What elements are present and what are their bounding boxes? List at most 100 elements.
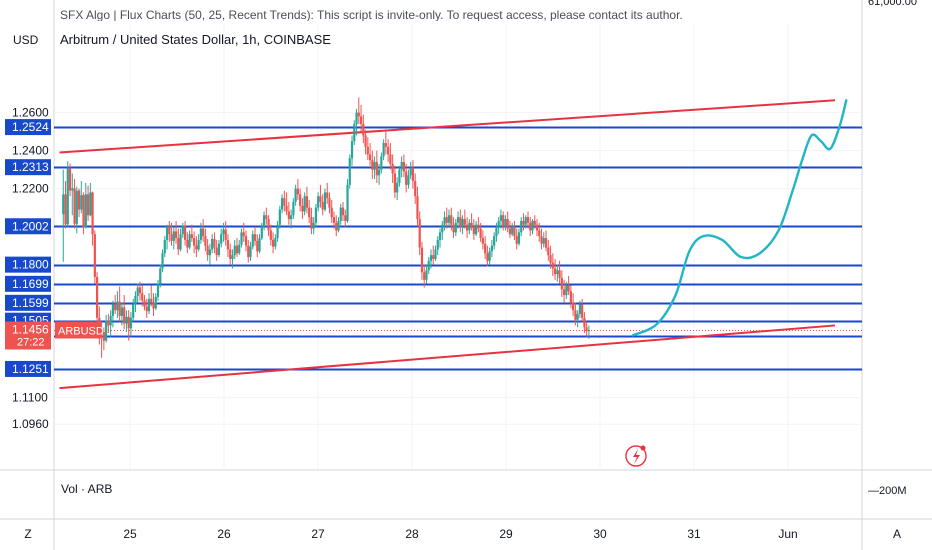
time-axis[interactable]: 25 26 27 28 29 30 31 Jun — [123, 527, 797, 541]
candle-body — [299, 194, 302, 206]
candle-body — [432, 255, 435, 259]
candle-body — [490, 245, 493, 252]
candle-body — [502, 215, 505, 227]
candle-body — [574, 310, 577, 320]
candle-body — [567, 285, 570, 292]
candle-body — [269, 230, 272, 240]
candle-body — [560, 277, 563, 290]
candle-body — [511, 226, 514, 235]
alert-lightning-icon[interactable] — [625, 445, 647, 467]
candle-body — [556, 270, 559, 275]
candle-body — [438, 232, 442, 240]
trendline[interactable] — [59, 99, 836, 154]
candle-body — [278, 209, 281, 225]
candle-body — [335, 222, 338, 231]
auto-scale-button[interactable]: A — [892, 527, 901, 541]
candle-body — [414, 181, 417, 197]
candle-body — [565, 285, 568, 296]
candle-body — [547, 247, 550, 256]
candle-body — [213, 238, 216, 248]
time-tick-label: Jun — [778, 527, 797, 541]
candle-body — [348, 158, 351, 185]
candle-body — [165, 226, 169, 240]
candle-body — [339, 207, 342, 221]
time-tick-label: 26 — [217, 527, 231, 541]
candle-body — [558, 270, 561, 278]
candle-body — [337, 220, 340, 231]
candle-body — [84, 194, 87, 228]
candle-body — [551, 262, 554, 269]
last-price-tag[interactable] — [5, 321, 51, 350]
level-price-tag[interactable] — [5, 218, 51, 235]
candle-body — [253, 234, 257, 241]
support-resistance-levels[interactable] — [54, 126, 862, 371]
candle-body — [206, 245, 209, 256]
candle-body — [328, 198, 331, 208]
candle-body — [429, 255, 433, 261]
projection-curve[interactable] — [631, 99, 848, 337]
candle-body — [202, 228, 205, 237]
price-tick-label: 1.1100 — [12, 391, 48, 405]
candle-body — [544, 238, 548, 248]
candle-body — [468, 222, 471, 231]
candle-body — [161, 253, 164, 269]
candle-body — [172, 231, 175, 241]
candle-body — [465, 224, 469, 231]
candle-body — [355, 112, 358, 125]
level-price-tag[interactable] — [5, 360, 51, 377]
level-price-tag[interactable] — [5, 256, 51, 273]
level-price-tag[interactable] — [5, 294, 51, 311]
candle-body — [526, 217, 530, 223]
candle-body — [493, 236, 496, 246]
symbol-label: ARBUSD — [58, 326, 104, 338]
candle-body — [177, 238, 180, 250]
candle-body — [143, 300, 146, 307]
candle-body — [359, 116, 363, 125]
last-price-label: 1.1456 — [12, 323, 49, 337]
candle-body — [418, 219, 421, 248]
candle-body — [292, 201, 295, 216]
candle-body — [472, 226, 475, 235]
candlestick-series — [62, 97, 591, 358]
symbol-tag[interactable] — [55, 321, 101, 339]
indicator-notice: SFX Algo | Flux Charts (50, 25, Recent T… — [60, 8, 683, 21]
candle-body — [132, 304, 135, 318]
level-price-tag[interactable] — [5, 119, 51, 136]
currency-label[interactable]: USD — [13, 33, 39, 47]
candle-body — [587, 330, 591, 332]
candle-body — [109, 315, 112, 326]
candle-body — [111, 304, 114, 316]
trendline[interactable] — [59, 324, 836, 390]
zoom-button[interactable]: Z — [24, 527, 32, 541]
projection-path[interactable] — [631, 99, 848, 337]
candle-body — [267, 219, 270, 231]
candle-body — [145, 306, 148, 312]
level-price-tag[interactable] — [5, 275, 51, 292]
candle-body — [481, 238, 484, 244]
candle-body — [197, 239, 200, 250]
candle-body — [533, 220, 536, 225]
volume-scale-value: 200M — [879, 485, 907, 497]
candle-body — [522, 220, 525, 225]
candle-body — [238, 244, 241, 254]
candle-body — [105, 320, 108, 341]
candle-body — [183, 225, 187, 240]
candle-body — [411, 167, 415, 182]
candle-body — [280, 198, 284, 210]
candle-body — [346, 184, 349, 221]
candle-body — [450, 215, 453, 225]
price-axis[interactable]: 1.2600 1.2400 1.2200 1.1100 1.0960 1.2524 1.23… — [5, 106, 104, 432]
corner-value: 61,000.00 — [868, 0, 917, 8]
candle-body — [226, 239, 230, 250]
trendlines[interactable] — [59, 99, 836, 390]
candle-body — [314, 207, 318, 223]
level-price-tag[interactable] — [5, 159, 51, 176]
time-tick-label: 25 — [123, 527, 137, 541]
candle-body — [150, 298, 153, 303]
candle-body — [204, 236, 207, 246]
candle-body — [231, 255, 234, 259]
candle-body — [576, 314, 579, 320]
candle-body — [387, 146, 390, 155]
candle-body — [127, 316, 130, 329]
